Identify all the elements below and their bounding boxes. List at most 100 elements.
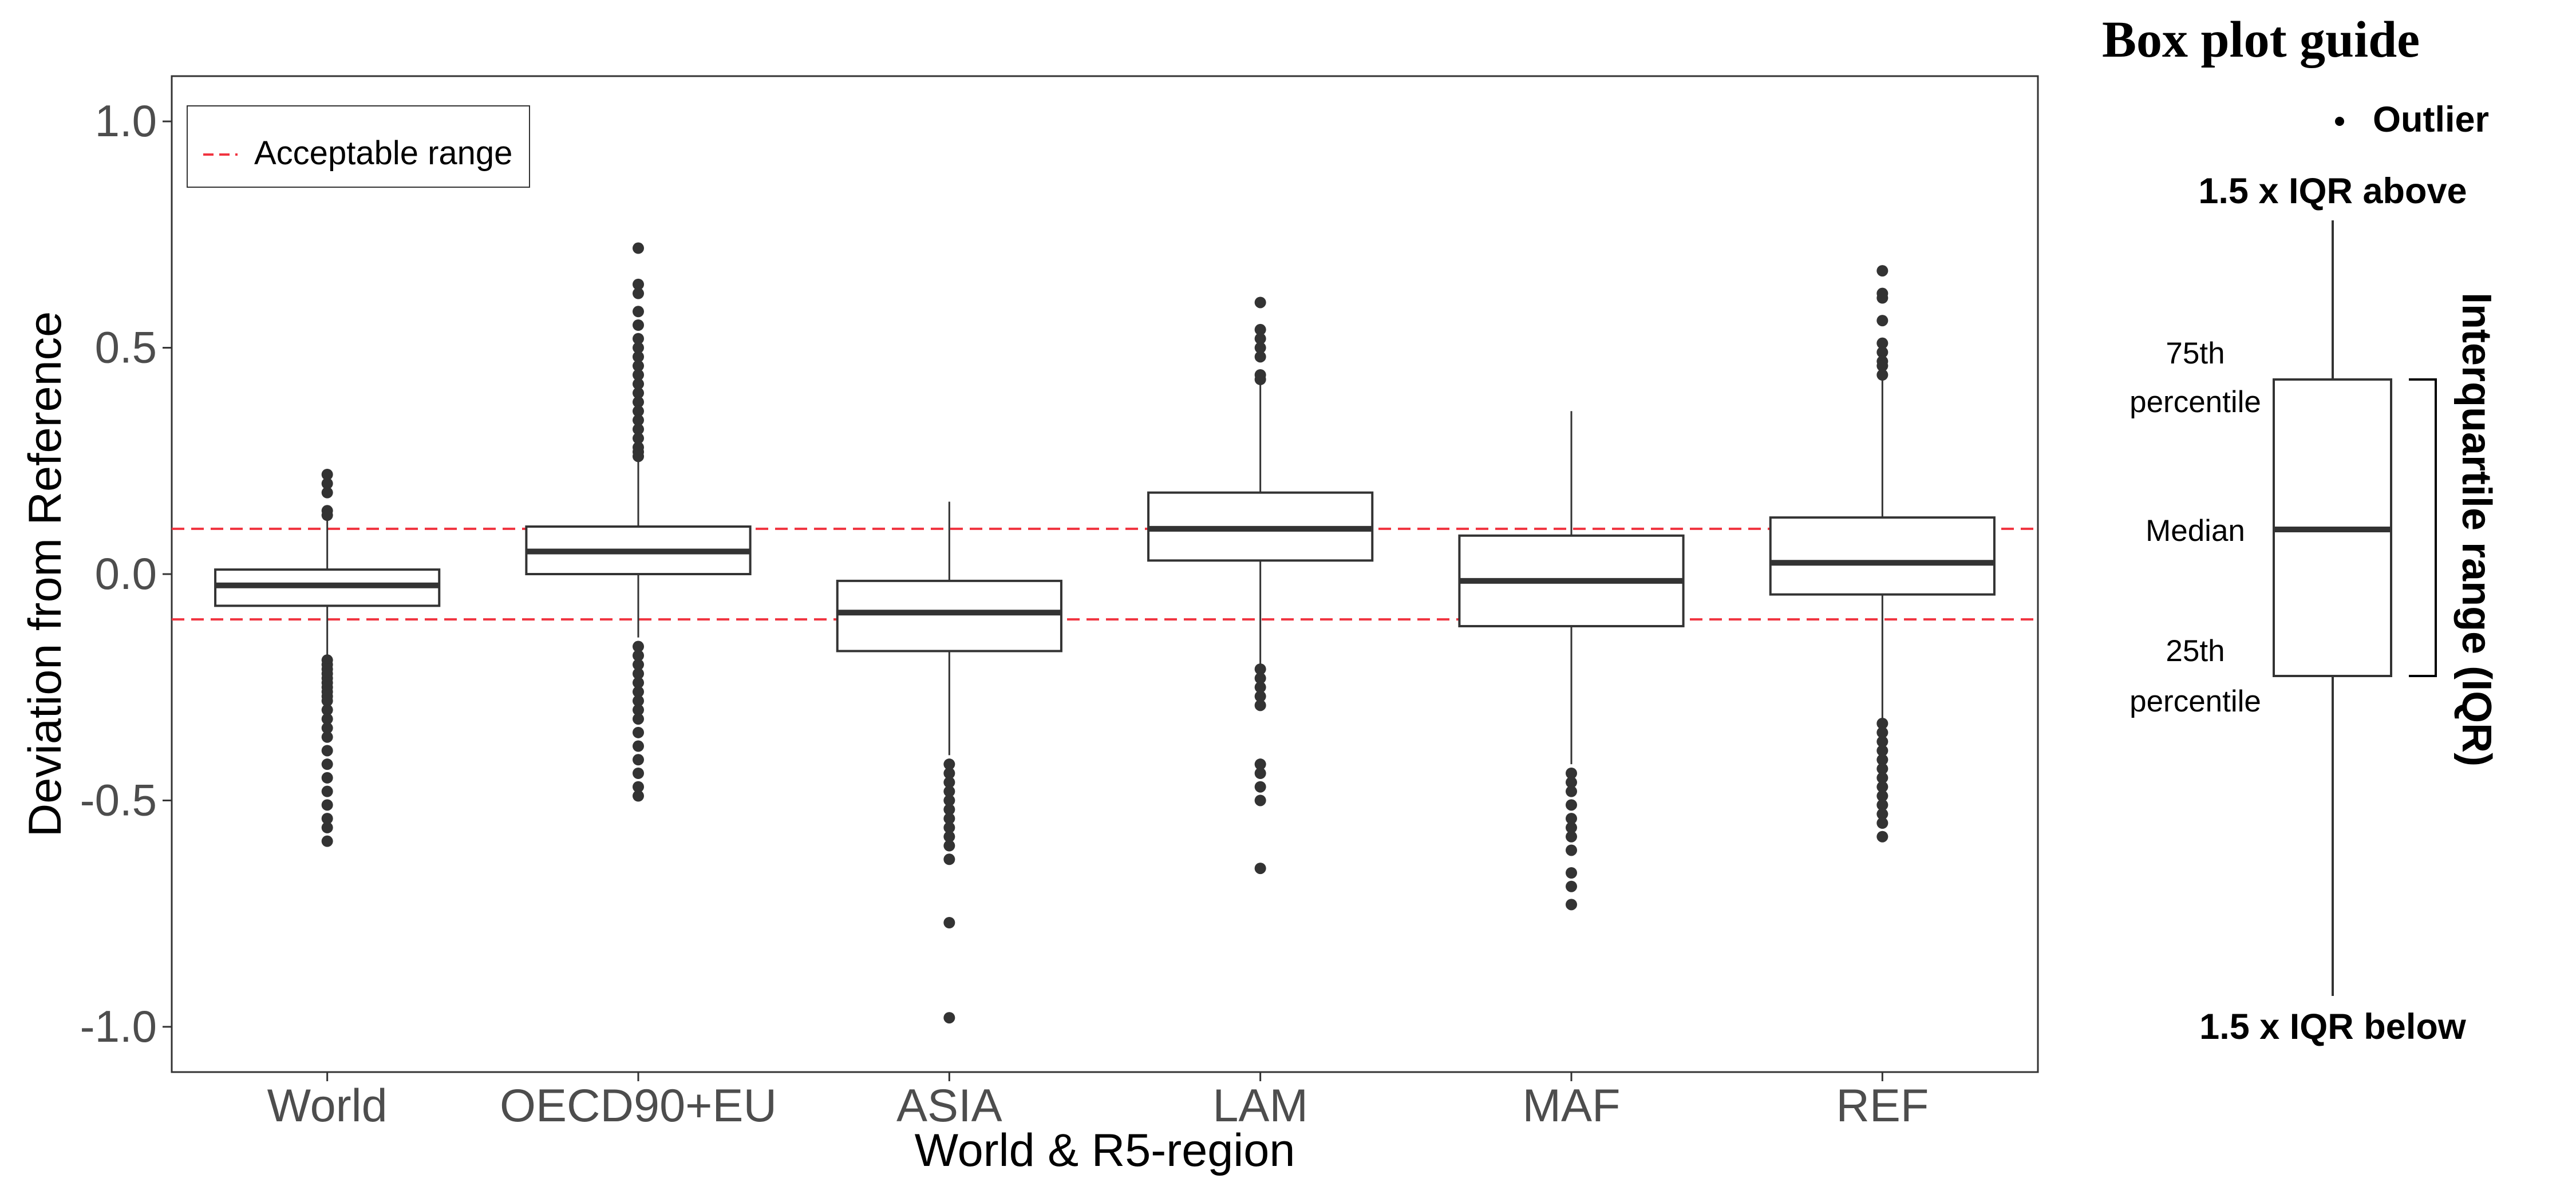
outlier-point — [1876, 831, 1888, 843]
outlier-point — [1876, 745, 1888, 757]
outlier-point — [1254, 794, 1266, 806]
box-oecd90-eu — [525, 242, 752, 802]
outlier-point — [633, 668, 644, 679]
outlier-point — [1254, 373, 1266, 385]
y-tick-label: -1.0 — [80, 1001, 157, 1051]
outlier-point — [1566, 867, 1577, 879]
outlier-point — [633, 414, 644, 426]
p25-label-line1: 25th — [2166, 634, 2225, 668]
outlier-point — [1254, 863, 1266, 875]
outlier-point — [321, 785, 333, 797]
outlier-point — [1876, 337, 1888, 349]
outlier-point — [1566, 831, 1577, 843]
outlier-point — [633, 342, 644, 354]
outlier-point — [321, 695, 333, 707]
x-tick-label: REF — [1836, 1080, 1929, 1132]
p75-label-line2: percentile — [2129, 385, 2261, 419]
outlier-point — [1876, 726, 1888, 738]
outlier-point — [633, 405, 644, 417]
outlier-point — [633, 333, 644, 345]
outlier-point — [943, 1012, 955, 1024]
outlier-point — [943, 785, 955, 797]
outlier-point — [633, 242, 644, 254]
outlier-point — [943, 853, 955, 865]
plot-panel-border — [171, 75, 2039, 1073]
outlier-point — [633, 423, 644, 435]
box-asia — [836, 501, 1062, 1024]
x-tick-label: ASIA — [896, 1080, 1002, 1132]
x-tick-label: World — [267, 1080, 388, 1132]
outlier-point — [1876, 360, 1888, 372]
box-ref — [1769, 265, 1996, 843]
p25-label-line2: percentile — [2129, 685, 2261, 718]
outlier-point — [633, 360, 644, 372]
outlier-point — [633, 450, 644, 462]
box-world — [214, 469, 441, 847]
outlier-point — [1254, 699, 1266, 711]
y-tick-label: 0.5 — [95, 322, 157, 373]
outlier-point — [1876, 772, 1888, 784]
outlier-point — [1876, 763, 1888, 775]
box-series — [214, 242, 1996, 1024]
outlier-point — [1254, 681, 1266, 693]
outlier-point — [1254, 342, 1266, 354]
outlier-point — [943, 813, 955, 825]
outlier-point — [633, 781, 644, 793]
outlier-point — [943, 804, 955, 816]
outlier-point — [1876, 369, 1888, 381]
iqr-box — [1769, 516, 1996, 596]
outlier-point — [1876, 346, 1888, 358]
y-axis-title: Deviation from Reference — [19, 311, 71, 837]
outlier-point — [633, 695, 644, 707]
outlier-point — [1254, 663, 1266, 675]
outlier-point — [943, 776, 955, 788]
outlier-point — [321, 799, 333, 811]
outlier-point — [1254, 768, 1266, 779]
outlier-point — [321, 487, 333, 499]
outlier-point — [1254, 758, 1266, 770]
outlier-point — [633, 650, 644, 662]
x-tick-label: LAM — [1212, 1080, 1308, 1132]
outlier-point — [633, 378, 644, 390]
outlier-point — [321, 835, 333, 847]
guide-title: Box plot guide — [2102, 11, 2420, 68]
box-lam — [1147, 296, 1374, 875]
outlier-point — [1566, 813, 1577, 825]
outlier-point — [1876, 292, 1888, 304]
outlier-point — [633, 640, 644, 653]
outlier-point — [1254, 690, 1266, 702]
outlier-point — [321, 722, 333, 734]
outlier-point — [321, 509, 333, 521]
outlier-point — [633, 740, 644, 752]
outlier-point — [1566, 768, 1577, 779]
outlier-point — [1566, 776, 1577, 788]
legend-label: Acceptable range — [254, 135, 512, 172]
box-plot-guide: Box plot guide Outlier 1.5 x IQR above 1… — [2102, 11, 2499, 1047]
outlier-point — [321, 477, 333, 489]
outlier-point — [321, 772, 333, 784]
outlier-point — [633, 432, 644, 444]
lower-whisker-label: 1.5 x IQR below — [2199, 1007, 2467, 1047]
outlier-point — [321, 713, 333, 725]
outlier-point — [1876, 754, 1888, 766]
outlier-point — [1254, 351, 1266, 363]
outlier-point — [633, 790, 644, 802]
outlier-point — [1254, 781, 1266, 793]
outlier-point — [1876, 781, 1888, 793]
outlier-point — [1254, 672, 1266, 684]
outlier-point — [633, 351, 644, 363]
outlier-point — [633, 387, 644, 399]
outlier-point — [633, 306, 644, 318]
outlier-point — [633, 659, 644, 671]
plot-area: 1.0 0.5 0.0 -0.5 -1.0 World OECD90+EU ASIA LAM M… — [19, 75, 2039, 1176]
outlier-point — [633, 704, 644, 716]
outlier-point — [321, 821, 333, 833]
outlier-point — [943, 831, 955, 843]
iqr-label: Interquartile range (IQR) — [2453, 292, 2499, 766]
legend: Acceptable range — [187, 105, 530, 188]
outlier-point — [1566, 880, 1577, 892]
outlier-guide-dot — [2335, 117, 2344, 126]
outlier-point — [943, 821, 955, 833]
outlier-point — [321, 469, 333, 480]
